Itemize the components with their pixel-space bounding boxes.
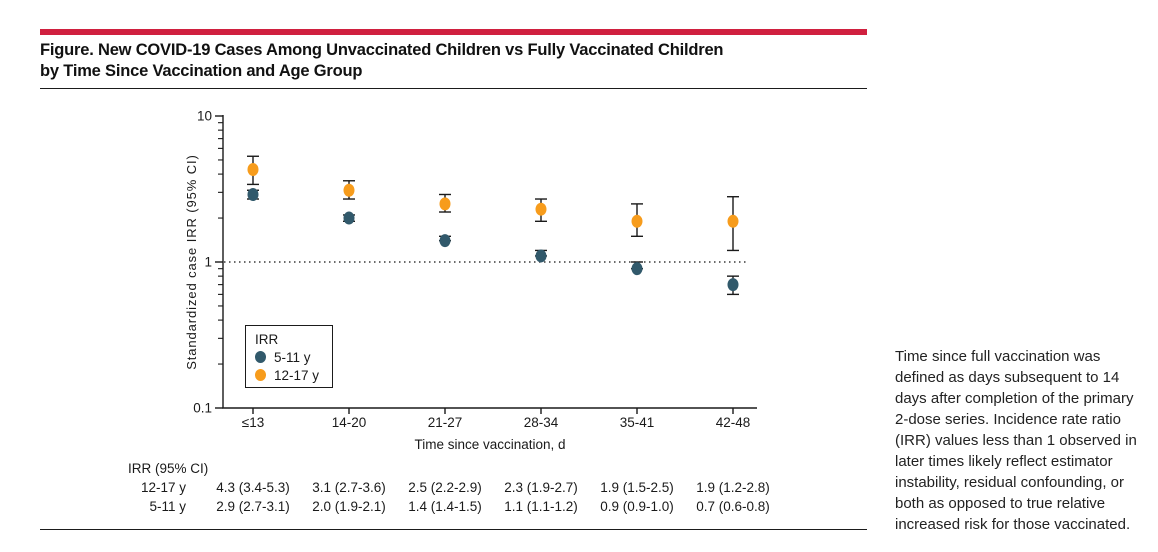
x-tick-label: 35-41 [620, 415, 655, 430]
legend-item-12-17-y: 12-17 y [255, 366, 332, 384]
y-tick-label: 1 [204, 255, 212, 270]
bottom-divider [40, 529, 867, 530]
table-cell: 2.9 (2.7-3.1) [216, 499, 290, 514]
figure-caption: Time since full vaccination was defined a… [895, 346, 1157, 535]
legend-label: 5-11 y [274, 349, 311, 365]
legend-item-5-11-y: 5-11 y [255, 348, 332, 366]
table-row-label: 12-17 y [140, 480, 186, 495]
data-point-5-11-y [631, 262, 643, 276]
table-row-label: 5-11 y [149, 499, 186, 514]
x-tick-label: 14-20 [332, 415, 367, 430]
table-header: IRR (95% CI) [128, 461, 209, 476]
data-point-12-17-y [439, 197, 451, 211]
data-point-5-11-y [247, 187, 259, 201]
table-cell: 4.3 (3.4-5.3) [216, 480, 290, 495]
table-cell: 3.1 (2.7-3.6) [312, 480, 386, 495]
caption-line: Time since full vaccination was [895, 348, 1101, 365]
table-cell: 0.7 (0.6-0.8) [696, 499, 770, 514]
legend-label: 12-17 y [274, 367, 320, 383]
x-tick-label: ≤13 [242, 415, 264, 430]
table-cell: 1.1 (1.1-1.2) [504, 499, 578, 514]
x-tick-label: 28-34 [524, 415, 559, 430]
legend-dot [255, 369, 266, 381]
caption-line: instability, residual confounding, or [895, 474, 1125, 491]
x-tick-label: 42-48 [716, 415, 751, 430]
data-point-12-17-y [535, 202, 547, 216]
accent-bar [40, 29, 867, 35]
caption-line: defined as days subsequent to 14 [895, 369, 1120, 386]
figure-title-line2: by Time Since Vaccination and Age Group [40, 62, 363, 80]
table-cell: 0.9 (0.9-1.0) [600, 499, 674, 514]
data-point-12-17-y [343, 183, 355, 197]
caption-line: later times likely reflect estimator [895, 453, 1113, 470]
legend-items: 5-11 y 12-17 y [255, 348, 332, 384]
caption-line: (IRR) values less than 1 observed in [895, 432, 1137, 449]
data-point-12-17-y [727, 214, 739, 228]
table-cell: 1.9 (1.5-2.5) [600, 480, 674, 495]
legend-title: IRR [255, 332, 279, 347]
data-point-12-17-y [247, 163, 259, 177]
table-cell: 1.9 (1.2-2.8) [696, 480, 770, 495]
figure-title-line1: Figure. New COVID-19 Cases Among Unvacci… [40, 41, 724, 59]
chart-legend: IRR 5-11 y 12-17 y [245, 325, 333, 388]
data-point-5-11-y [343, 211, 355, 225]
caption-line: both as opposed to true relative [895, 495, 1106, 512]
y-axis-title: Standardized case IRR (95% CI) [184, 154, 199, 370]
data-point-5-11-y [439, 234, 451, 248]
caption-line: increased risk for those vaccinated. [895, 516, 1131, 533]
x-tick-label: 21-27 [428, 415, 463, 430]
data-point-5-11-y [727, 278, 739, 292]
figure-title: Figure. New COVID-19 Cases Among Unvacci… [40, 40, 870, 82]
caption-line: 2-dose series. Incidence rate ratio [895, 411, 1121, 428]
table-cell: 2.3 (1.9-2.7) [504, 480, 578, 495]
table-cell: 2.0 (1.9-2.1) [312, 499, 386, 514]
data-point-5-11-y [535, 249, 547, 263]
table-cell: 2.5 (2.2-2.9) [408, 480, 482, 495]
caption-line: days after completion of the primary [895, 390, 1134, 407]
legend-dot [255, 351, 266, 363]
data-point-12-17-y [631, 214, 643, 228]
x-axis-title: Time since vaccination, d [414, 437, 566, 452]
top-divider [40, 88, 867, 89]
table-cell: 1.4 (1.4-1.5) [408, 499, 482, 514]
